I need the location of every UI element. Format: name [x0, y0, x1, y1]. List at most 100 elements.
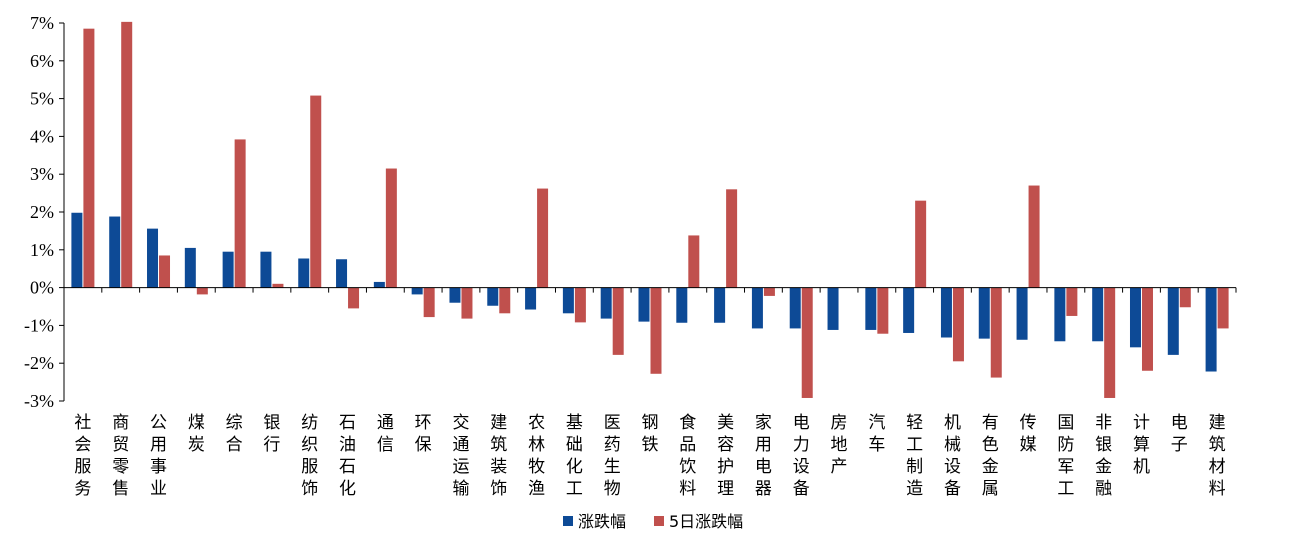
- y-tick-label: 6%: [30, 51, 54, 71]
- x-tick-label: 建筑装饰: [490, 413, 507, 499]
- x-tick-label: 环保: [415, 413, 432, 455]
- bar-5day: [801, 287, 813, 398]
- bar-daily: [676, 287, 688, 323]
- bar-5day: [877, 287, 889, 334]
- bar-daily: [449, 287, 461, 303]
- bar-5day: [1179, 287, 1191, 308]
- legend-swatch: [654, 516, 664, 526]
- bar-5day: [650, 287, 662, 374]
- bar-daily: [827, 287, 839, 330]
- bar-daily: [751, 287, 763, 329]
- bar-daily: [1205, 287, 1217, 372]
- y-tick-label: -2%: [24, 353, 54, 373]
- legend-label: 5日涨跌幅: [669, 512, 743, 531]
- x-tick-label: 美容护理: [717, 413, 734, 499]
- bar-5day: [537, 188, 549, 288]
- bar-5day: [234, 139, 246, 288]
- x-tick-label: 医药生物: [604, 413, 621, 499]
- x-tick-label: 基础化工: [566, 413, 583, 499]
- bar-5day: [385, 168, 397, 288]
- bar-daily: [903, 287, 915, 333]
- bar-5day: [499, 287, 511, 314]
- bar-daily: [373, 281, 385, 288]
- x-tick-label: 石油石化: [339, 413, 356, 499]
- bar-daily: [1054, 287, 1066, 342]
- bar-5day: [1028, 185, 1040, 288]
- bar-5day: [1104, 287, 1116, 398]
- bar-daily: [638, 287, 650, 322]
- x-tick-label: 电子: [1171, 413, 1188, 455]
- bar-daily: [714, 287, 726, 323]
- x-tick-label: 综合: [226, 413, 243, 455]
- bar-5day: [726, 189, 738, 288]
- y-tick-label: 5%: [30, 89, 54, 109]
- bar-daily: [1129, 287, 1141, 348]
- bar-daily: [184, 247, 196, 288]
- bar-5day: [688, 235, 700, 288]
- legend-swatch: [563, 516, 573, 526]
- y-tick-label: 2%: [30, 202, 54, 222]
- x-tick-label: 商贸零售: [112, 413, 129, 499]
- bar-5day: [83, 28, 95, 288]
- bar-5day: [159, 255, 171, 288]
- legend-label: 涨跌幅: [578, 512, 626, 531]
- x-tick-label: 煤炭: [188, 413, 205, 455]
- bar-daily: [487, 287, 499, 306]
- x-tick-label: 建筑材料: [1209, 413, 1226, 499]
- bar-5day: [348, 287, 360, 309]
- bar-daily: [562, 287, 574, 314]
- y-tick-label: -1%: [24, 315, 54, 335]
- y-tick-label: 7%: [30, 13, 54, 33]
- x-tick-label: 家用电器: [755, 413, 772, 499]
- x-tick-label: 公用事业: [150, 413, 167, 499]
- bar-daily: [600, 287, 612, 319]
- x-axis: [63, 287, 1237, 293]
- bars: [71, 21, 1229, 398]
- bar-daily: [940, 287, 952, 338]
- y-tick-label: 0%: [30, 278, 54, 298]
- x-tick-label: 社会服务: [74, 413, 91, 499]
- bar-daily: [109, 216, 121, 288]
- y-tick-label: 1%: [30, 240, 54, 260]
- bar-daily: [411, 287, 423, 295]
- x-tick-label: 有色金属: [982, 413, 999, 499]
- bar-daily: [789, 287, 801, 329]
- x-tick-label: 食品饮料: [679, 413, 696, 499]
- x-tick-label: 非银金融: [1095, 413, 1112, 499]
- bar-5day: [763, 287, 775, 296]
- x-tick-label: 轻工制造: [906, 413, 923, 499]
- bar-5day: [1141, 287, 1153, 371]
- bar-5day: [915, 200, 927, 288]
- x-tick-label: 电力设备: [793, 413, 810, 499]
- bar-5day: [461, 287, 473, 319]
- x-tick-label: 通信: [377, 413, 394, 455]
- x-tick-label: 机械设备: [944, 413, 961, 499]
- x-tick-label: 国防军工: [1057, 413, 1074, 499]
- bar-5day: [310, 95, 322, 288]
- x-tick-label: 交通运输: [452, 413, 469, 499]
- bar-daily: [298, 258, 310, 288]
- x-tick-label: 传媒: [1020, 413, 1037, 455]
- y-axis: 7% 6% 5% 4% 3% 2% 1% 0% -1% -2% -3%: [24, 13, 65, 411]
- bar-daily: [1167, 287, 1179, 355]
- bar-5day: [990, 287, 1002, 378]
- bar-daily: [336, 259, 348, 288]
- bar-daily: [222, 251, 234, 288]
- x-tick-label: 房地产: [831, 413, 848, 477]
- bar-daily: [1016, 287, 1028, 340]
- y-tick-label: -3%: [24, 391, 54, 411]
- bar-daily: [865, 287, 877, 330]
- x-tick-label: 银行: [263, 413, 280, 455]
- x-tick-label: 纺织服饰: [301, 413, 318, 499]
- bar-5day: [612, 287, 624, 355]
- bar-5day: [196, 287, 208, 295]
- x-tick-label: 农林牧渔: [528, 413, 545, 499]
- bar-daily: [1092, 287, 1104, 342]
- bar-daily: [147, 228, 159, 288]
- bar-5day: [1217, 287, 1229, 329]
- x-tick-label: 计算机: [1133, 413, 1150, 477]
- legend: 涨跌幅 5日涨跌幅: [563, 512, 743, 531]
- x-tick-label: 汽车: [868, 413, 885, 455]
